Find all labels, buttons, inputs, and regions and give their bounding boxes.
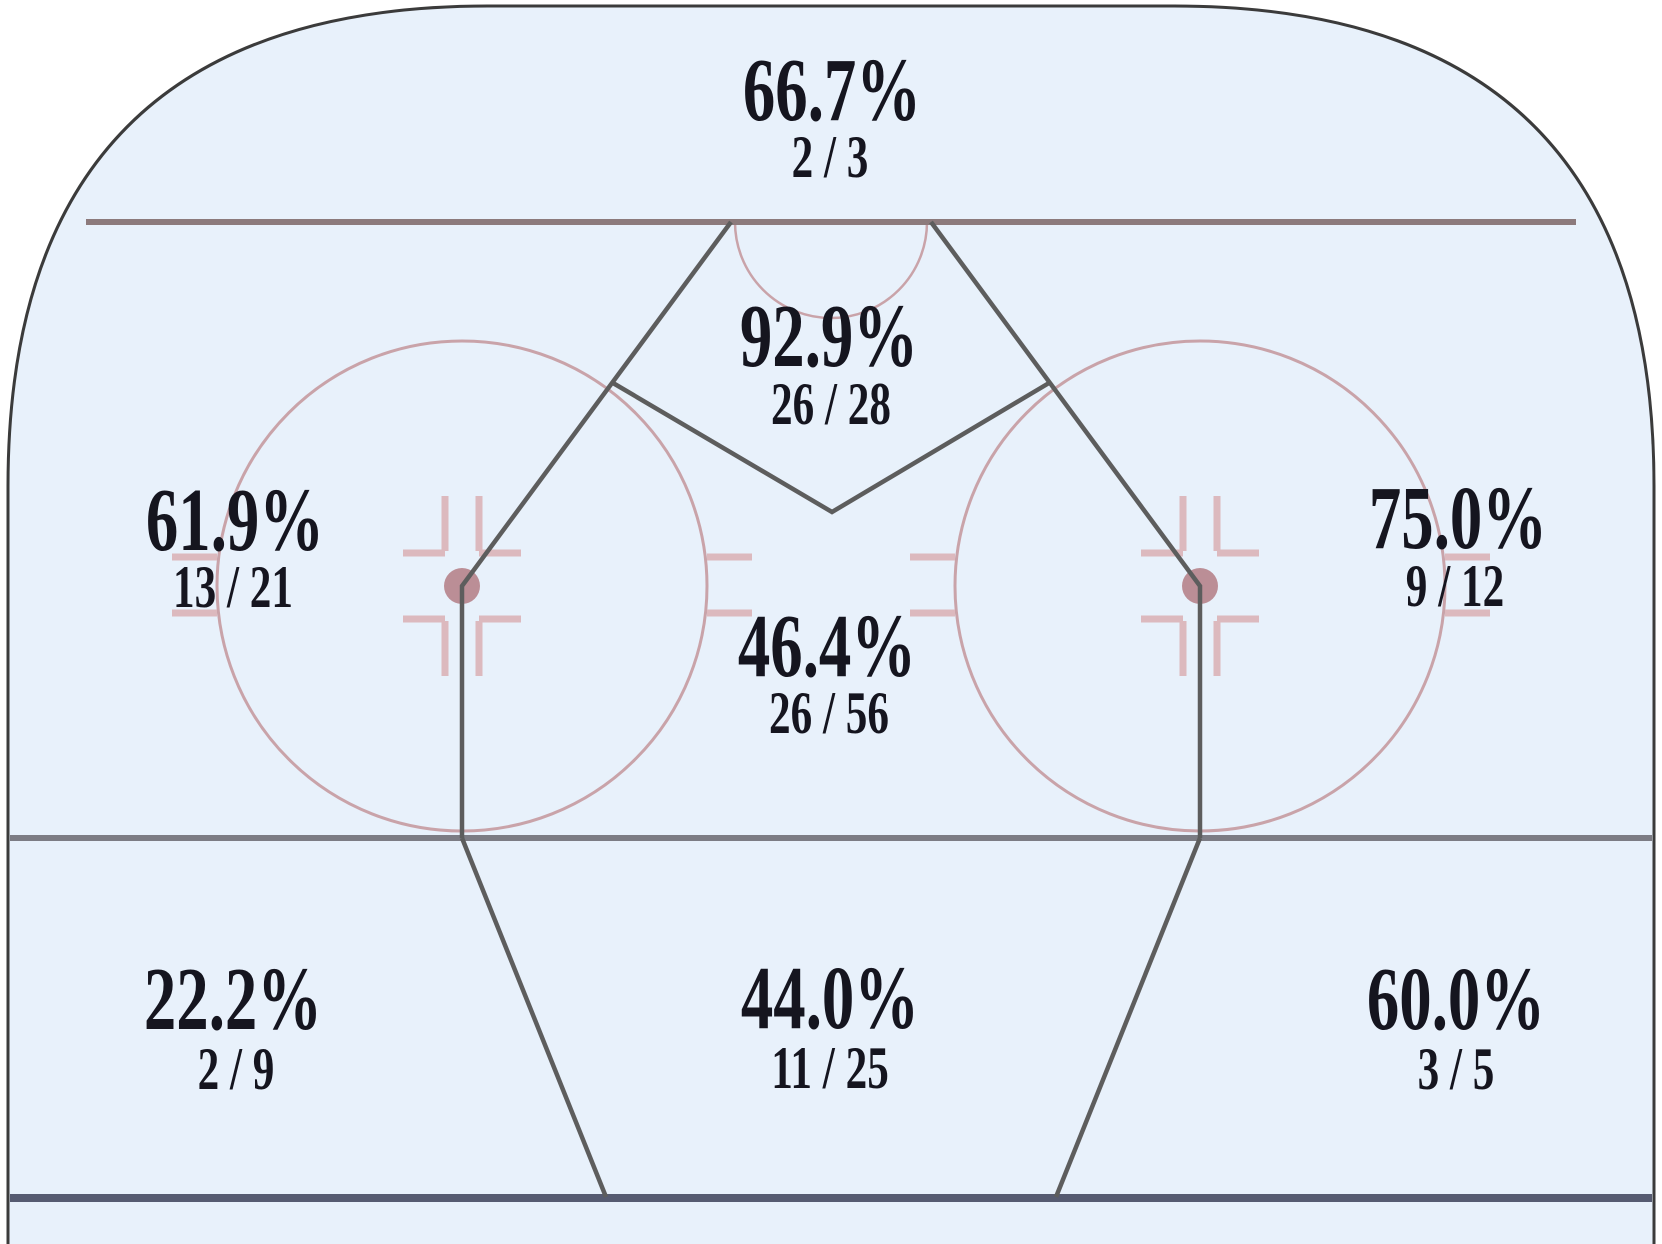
zone-left-point-pct: 22.2% (144, 949, 322, 1049)
zone-right-circle-label: 75.0% (1369, 468, 1547, 568)
zone-center-point-ratio: 11 / 25 (771, 1035, 889, 1102)
left-slot-boundary-line (459, 220, 733, 838)
zone-left-point-label: 22.2% (144, 949, 322, 1049)
zone-right-point-pct: 60.0% (1367, 949, 1545, 1049)
left-faceoff-spot-marks (403, 496, 521, 676)
zone-behind-goal-line-ratio-label: 2 / 3 (792, 124, 869, 191)
zone-center-point-pct: 44.0% (741, 948, 919, 1048)
zone-center-point-ratio-label: 11 / 25 (771, 1035, 889, 1102)
zone-left-circle-ratio: 13 / 21 (173, 554, 293, 621)
zone-net-front-ratio: 26 / 28 (771, 371, 891, 438)
zone-net-front-label: 92.9% (740, 286, 918, 386)
zone-right-point-ratio: 3 / 5 (1418, 1036, 1495, 1103)
left-circle-hash-marks (172, 553, 752, 617)
right-slot-boundary-line (929, 220, 1203, 838)
goal-crease-arc (733, 221, 929, 320)
right-faceoff-spot-marks (1141, 496, 1259, 676)
zone-left-circle-pct: 61.9% (146, 470, 324, 570)
net-front-pentagon-lines (611, 381, 1051, 515)
bottom-right-zone-line (1053, 837, 1203, 1198)
bottom-left-zone-line (459, 837, 609, 1198)
zone-mid-slot-ratio: 26 / 56 (769, 680, 889, 747)
zone-mid-slot-label: 46.4% (738, 596, 916, 696)
zone-mid-slot-pct: 46.4% (738, 596, 916, 696)
zone-behind-goal-line-ratio: 2 / 3 (792, 124, 869, 191)
zone-behind-goal-line-pct: 66.7% (743, 40, 921, 140)
zone-net-front-pct: 92.9% (740, 286, 918, 386)
zone-right-point-ratio-label: 3 / 5 (1418, 1036, 1495, 1103)
zone-left-point-ratio: 2 / 9 (198, 1036, 275, 1103)
zone-left-circle-ratio-label: 13 / 21 (173, 554, 293, 621)
zone-net-front-ratio-label: 26 / 28 (771, 371, 891, 438)
zone-behind-goal-line-label: 66.7% (743, 40, 921, 140)
zone-left-circle-label: 61.9% (146, 470, 324, 570)
zone-right-circle-ratio: 9 / 12 (1406, 553, 1504, 620)
zone-left-point-ratio-label: 2 / 9 (198, 1036, 275, 1103)
rink-boards-outline (6, 4, 1656, 1244)
zone-mid-slot-ratio-label: 26 / 56 (769, 680, 889, 747)
zone-right-point-label: 60.0% (1367, 949, 1545, 1049)
right-circle-hash-marks (910, 553, 1490, 617)
zone-center-point-label: 44.0% (741, 948, 919, 1048)
zone-right-circle-ratio-label: 9 / 12 (1406, 553, 1504, 620)
zone-right-circle-pct: 75.0% (1369, 468, 1547, 568)
